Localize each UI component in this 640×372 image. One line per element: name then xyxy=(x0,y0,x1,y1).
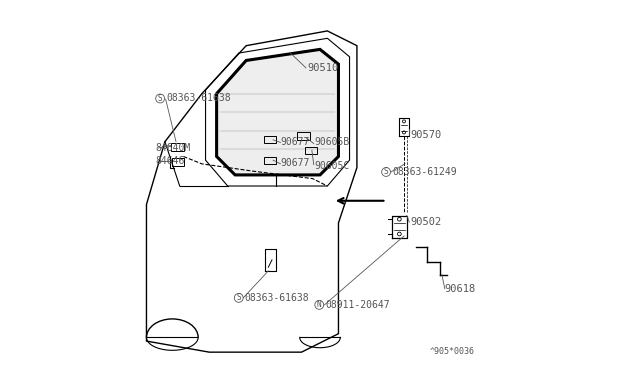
Bar xyxy=(305,147,317,154)
Text: S: S xyxy=(384,167,388,176)
Bar xyxy=(264,136,276,143)
Text: 08363-61638: 08363-61638 xyxy=(244,293,309,303)
Text: 90677: 90677 xyxy=(280,137,310,147)
Text: 90502: 90502 xyxy=(410,217,442,227)
Bar xyxy=(264,157,276,164)
Text: 90618: 90618 xyxy=(445,283,476,294)
Text: 90677: 90677 xyxy=(280,158,310,168)
Bar xyxy=(297,132,310,140)
Text: 90510: 90510 xyxy=(307,63,339,73)
Text: 84640M: 84640M xyxy=(156,143,191,153)
Text: S: S xyxy=(236,294,241,302)
Bar xyxy=(172,143,184,151)
Text: 90570: 90570 xyxy=(410,130,442,140)
Text: S: S xyxy=(158,94,163,103)
Text: 90605C: 90605C xyxy=(314,161,349,171)
Text: 90605B: 90605B xyxy=(314,137,349,147)
Text: 08911-20647: 08911-20647 xyxy=(325,300,390,310)
Bar xyxy=(172,158,184,166)
Polygon shape xyxy=(216,49,339,175)
Text: 84646: 84646 xyxy=(156,156,185,166)
Text: 08363-61249: 08363-61249 xyxy=(392,167,456,177)
Text: ^905*0036: ^905*0036 xyxy=(430,347,475,356)
Text: N: N xyxy=(317,300,321,310)
Text: 08363-61638: 08363-61638 xyxy=(166,93,230,103)
